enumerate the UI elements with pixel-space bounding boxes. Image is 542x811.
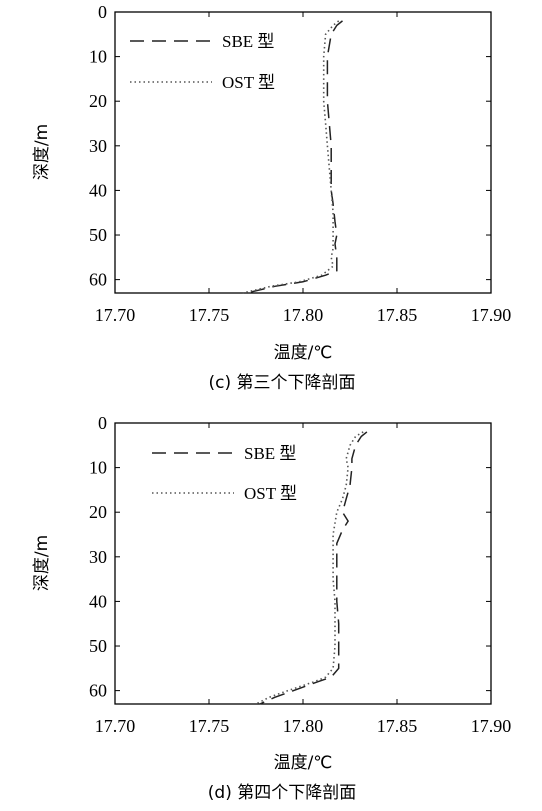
x-axis-ticks: 17.70 17.75 17.80 17.85 17.90 <box>95 12 512 325</box>
x-axis-label: 温度/℃ <box>274 343 333 363</box>
legend-label-ost: OST 型 <box>222 73 275 92</box>
y-axis-ticks: 0 10 20 30 40 50 60 <box>89 413 491 701</box>
y-tick-label: 10 <box>89 47 107 67</box>
x-tick-label: 17.70 <box>95 305 136 325</box>
series-line-sbe <box>259 431 368 705</box>
series-line-ost <box>242 20 340 294</box>
y-axis-label: 深度/m <box>32 535 52 591</box>
y-axis-label: 深度/m <box>32 124 52 180</box>
x-tick-label: 17.75 <box>189 716 230 736</box>
y-tick-label: 40 <box>89 591 107 611</box>
y-axis-ticks: 0 10 20 30 40 50 60 <box>89 2 491 290</box>
chart-panel-c: 17.70 17.75 17.80 17.85 17.90 0102030405060 … <box>32 2 511 393</box>
y-tick-label: 40 <box>89 180 107 200</box>
legend-label-sbe: SBE 型 <box>244 444 296 463</box>
y-tick-label: 0 <box>98 413 107 433</box>
y-tick-label: 30 <box>89 136 107 156</box>
y-tick-label: 30 <box>89 547 107 567</box>
y-tick-label: 20 <box>89 502 107 522</box>
x-axis-ticks: 17.70 17.75 17.80 17.85 17.90 <box>95 423 512 736</box>
y-tick-label: 60 <box>89 270 107 290</box>
x-tick-label: 17.90 <box>471 716 512 736</box>
legend-label-sbe: SBE 型 <box>222 32 274 51</box>
panel-caption: (d) 第四个下降剖面 <box>208 783 356 803</box>
plot-frame <box>114 422 492 705</box>
y-tick-label: 50 <box>89 225 107 245</box>
y-tick-label: 50 <box>89 636 107 656</box>
x-axis-label: 温度/℃ <box>274 753 333 773</box>
legend: SBE 型 OST 型 <box>152 444 297 503</box>
series-line-ost <box>255 431 364 705</box>
y-tick-label: 10 <box>89 458 107 478</box>
x-tick-label: 17.80 <box>283 716 324 736</box>
x-tick-label: 17.75 <box>189 305 230 325</box>
x-tick-label: 17.90 <box>471 305 512 325</box>
panel-caption: (c) 第三个下降剖面 <box>208 373 355 393</box>
x-tick-label: 17.80 <box>283 305 324 325</box>
legend-label-ost: OST 型 <box>244 484 297 503</box>
series-lines <box>255 431 368 705</box>
x-tick-label: 17.70 <box>95 716 136 736</box>
y-tick-label: 60 <box>89 681 107 701</box>
series-lines <box>242 20 343 294</box>
y-tick-label: 0 <box>98 2 107 22</box>
plot-frame <box>114 11 492 294</box>
x-tick-label: 17.85 <box>377 716 418 736</box>
y-tick-label: 20 <box>89 91 107 111</box>
series-line-sbe <box>246 20 343 294</box>
chart-panel-d: 17.70 17.75 17.80 17.85 17.90 0102030405060 … <box>32 413 511 803</box>
legend: SBE 型 OST 型 <box>130 32 275 92</box>
x-tick-label: 17.85 <box>377 305 418 325</box>
